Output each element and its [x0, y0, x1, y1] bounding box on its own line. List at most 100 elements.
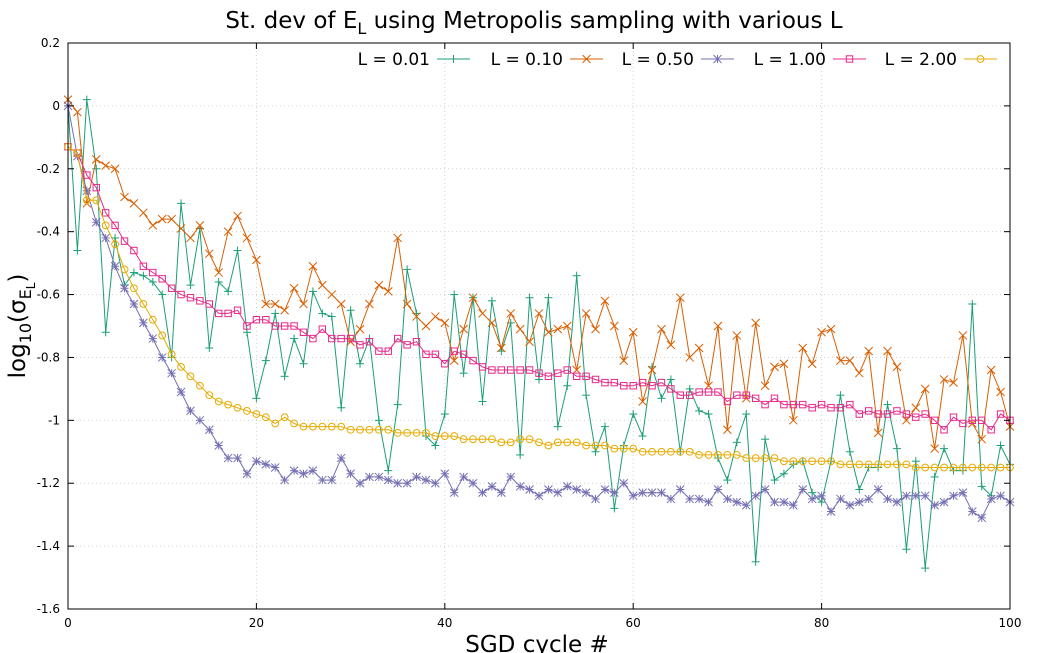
- data-point: [562, 482, 572, 491]
- data-point: [384, 466, 393, 475]
- data-point: [157, 353, 167, 362]
- data-point: [82, 196, 91, 205]
- data-point: [600, 422, 609, 431]
- data-point: [883, 410, 892, 418]
- data-point: [375, 347, 383, 355]
- data-point: [836, 356, 845, 365]
- data-point: [111, 240, 119, 249]
- data-point: [978, 416, 986, 425]
- data-point: [327, 312, 336, 321]
- data-point: [506, 472, 516, 482]
- data-point: [129, 199, 139, 208]
- data-point: [148, 221, 158, 230]
- data-point: [732, 438, 741, 447]
- data-point: [299, 359, 308, 368]
- data-point: [591, 375, 600, 384]
- y-axis-label-base: log: [5, 343, 31, 378]
- data-point: [902, 410, 911, 418]
- data-point: [309, 334, 317, 343]
- data-point: [384, 347, 392, 355]
- data-point: [854, 497, 864, 507]
- data-point: [167, 214, 176, 224]
- data-point: [704, 410, 713, 419]
- data-point: [799, 400, 807, 409]
- data-point: [515, 324, 525, 334]
- x-axis-label: SGD cycle #: [465, 632, 608, 653]
- data-point: [327, 475, 337, 485]
- data-point: [374, 425, 383, 434]
- data-point: [647, 365, 657, 375]
- data-point: [252, 410, 261, 418]
- data-point: [770, 476, 779, 485]
- data-point: [270, 299, 280, 309]
- data-point: [657, 378, 666, 387]
- data-point: [902, 491, 911, 501]
- data-point: [544, 293, 553, 302]
- data-point: [732, 497, 742, 507]
- data-point: [224, 400, 233, 409]
- data-point: [949, 491, 958, 501]
- data-point: [355, 324, 365, 334]
- data-point: [449, 55, 458, 63]
- data-point: [383, 287, 393, 296]
- data-point: [525, 485, 534, 494]
- data-point: [101, 233, 111, 243]
- data-point: [779, 497, 789, 507]
- y-tick-label: 0: [52, 99, 60, 113]
- data-point: [996, 491, 1005, 501]
- data-point: [761, 435, 770, 444]
- data-point: [337, 403, 346, 412]
- data-point: [563, 366, 571, 374]
- data-point: [110, 261, 120, 271]
- data-point: [864, 494, 874, 504]
- data-point: [365, 425, 374, 434]
- data-point: [827, 457, 835, 466]
- data-point: [864, 460, 873, 469]
- data-point: [459, 435, 468, 444]
- legend-label: L = 1.00: [754, 50, 826, 70]
- data-point: [186, 233, 195, 243]
- data-point: [365, 299, 374, 309]
- data-point: [356, 341, 364, 349]
- data-point: [403, 429, 412, 437]
- data-point: [204, 425, 214, 435]
- data-point: [930, 463, 939, 472]
- data-point: [299, 328, 308, 336]
- data-point: [205, 391, 214, 400]
- legend-item: L = 0.01: [358, 50, 470, 70]
- data-point: [685, 494, 695, 504]
- data-point: [996, 463, 1005, 472]
- data-point: [600, 296, 610, 306]
- data-point: [374, 472, 384, 482]
- data-point: [449, 356, 459, 365]
- data-point: [252, 394, 261, 403]
- chart-title-sub: L: [357, 19, 366, 38]
- data-point: [704, 497, 713, 507]
- y-axis-label: log10(σEL): [5, 274, 38, 379]
- data-point: [120, 283, 129, 293]
- y-tick-label: -0.8: [37, 350, 60, 364]
- data-point: [327, 422, 336, 431]
- data-point: [846, 400, 854, 409]
- data-point: [374, 280, 384, 290]
- chart-title-rest: using Metropolis sampling with various L: [366, 8, 842, 34]
- data-point: [506, 309, 516, 318]
- data-point: [431, 441, 440, 450]
- data-point: [412, 429, 421, 437]
- y-axis-label-sigma-subsub: L: [24, 282, 38, 289]
- data-point: [770, 454, 779, 462]
- data-point: [591, 441, 600, 450]
- data-point: [619, 356, 629, 365]
- data-point: [233, 453, 242, 463]
- data-point: [761, 400, 769, 409]
- data-point: [845, 356, 855, 365]
- data-point: [836, 404, 845, 412]
- data-point: [261, 460, 271, 469]
- x-tick-label: 40: [437, 616, 452, 630]
- data-point: [139, 318, 148, 328]
- data-point: [205, 344, 214, 353]
- data-point: [402, 478, 412, 488]
- x-tick-label: 100: [999, 616, 1022, 630]
- data-point: [826, 507, 836, 516]
- data-point: [317, 475, 327, 485]
